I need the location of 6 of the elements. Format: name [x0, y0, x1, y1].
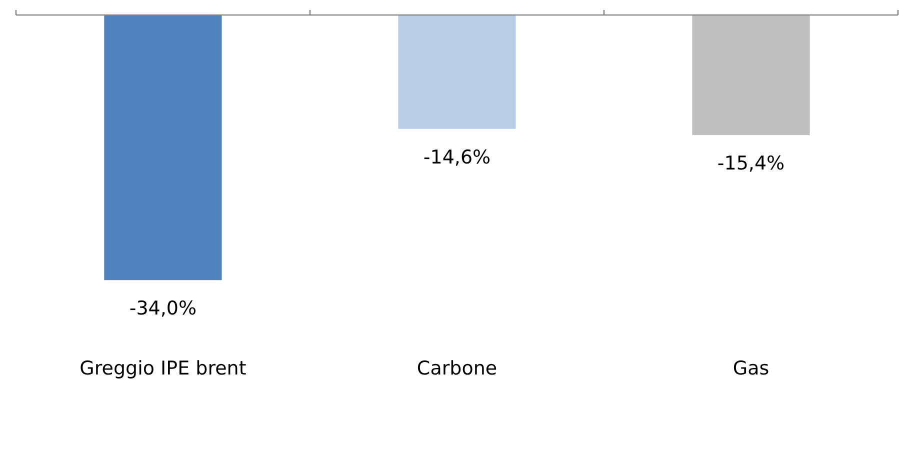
data-label: -15,4% [717, 152, 785, 175]
data-label: -14,6% [423, 146, 491, 168]
x-tick-label: Carbone [416, 358, 498, 380]
data-label: -34,0% [129, 298, 197, 320]
x-tick-label: Greggio IPE brent [80, 358, 246, 380]
x-tick-label: Gas [732, 358, 770, 380]
